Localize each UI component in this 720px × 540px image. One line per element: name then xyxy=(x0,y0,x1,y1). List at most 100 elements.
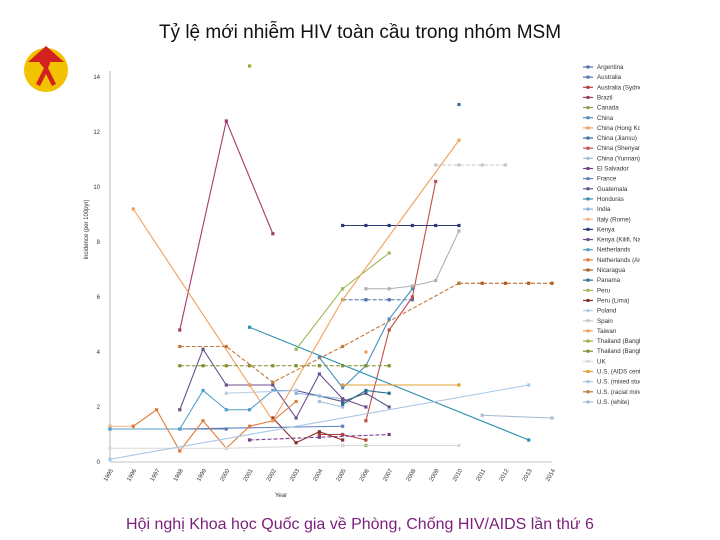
data-point xyxy=(178,344,182,349)
data-point xyxy=(550,281,554,285)
data-point xyxy=(503,163,508,167)
data-point xyxy=(201,388,205,393)
legend-marker xyxy=(586,319,590,323)
data-point xyxy=(294,388,298,393)
data-point xyxy=(480,163,484,167)
data-point xyxy=(457,443,461,448)
legend-label: Poland xyxy=(597,308,617,315)
legend-label: UK xyxy=(597,358,606,365)
legend-label: China (Jiansu) xyxy=(597,135,637,142)
legend-label: Netherlands xyxy=(597,247,630,254)
legend-marker xyxy=(586,146,590,150)
series-line xyxy=(319,400,343,408)
legend-label: China (Shenyang, Liaoning) xyxy=(597,145,640,152)
data-point xyxy=(294,441,298,445)
y-tick-label: 8 xyxy=(97,240,101,246)
y-tick-label: 10 xyxy=(93,185,100,191)
data-point xyxy=(317,355,321,360)
legend-label: Guatemala xyxy=(597,186,628,193)
data-point xyxy=(201,347,205,351)
data-point xyxy=(457,102,461,107)
legend-marker xyxy=(586,238,590,242)
x-tick-label: 2005 xyxy=(336,468,348,483)
x-tick-label: 1998 xyxy=(173,468,185,483)
legend-label: Peru xyxy=(597,287,611,294)
x-tick-label: 2010 xyxy=(452,468,464,483)
conference-footer: Hội nghị Khoa học Quốc gia về Phòng, Chố… xyxy=(126,516,594,533)
legend-label: Thailand (Bangkok) xyxy=(597,348,640,355)
data-point xyxy=(317,364,321,368)
data-point xyxy=(364,223,368,228)
series-line xyxy=(249,326,529,441)
series-line xyxy=(110,444,459,449)
legend-label: Australia (Sydney) xyxy=(597,84,640,91)
legend-label: U.S. (white) xyxy=(597,399,629,406)
data-point xyxy=(271,232,275,236)
series-line xyxy=(226,389,297,394)
y-tick-label: 6 xyxy=(97,295,101,301)
legend-marker xyxy=(586,187,590,191)
legend-marker xyxy=(586,258,590,262)
x-tick-label: 2007 xyxy=(382,468,394,483)
data-point xyxy=(317,430,321,434)
data-point xyxy=(294,364,298,368)
legend-label: Kenya xyxy=(597,226,615,233)
x-tick-label: 2011 xyxy=(476,468,488,483)
legend-marker xyxy=(586,136,590,140)
data-point xyxy=(341,364,345,368)
x-tick-label: 1996 xyxy=(126,468,138,483)
data-point xyxy=(434,223,438,228)
page-title: Tỷ lệ mới nhiễm HIV toàn cầu trong nhóm … xyxy=(158,22,562,43)
legend-label: France xyxy=(597,176,617,183)
data-point xyxy=(364,350,368,354)
data-point xyxy=(224,427,228,431)
legend-marker xyxy=(586,380,590,384)
legend-label: Peru (Lima) xyxy=(597,297,629,304)
data-point xyxy=(224,364,228,368)
data-point xyxy=(224,391,228,395)
legend-label: El Salvador xyxy=(597,166,629,173)
legend-marker xyxy=(586,278,590,282)
legend-label: U.S. (racial minorities) xyxy=(597,389,640,396)
data-point xyxy=(178,427,182,431)
legend-marker xyxy=(586,309,590,313)
x-tick-label: 1999 xyxy=(196,468,208,483)
data-point xyxy=(108,446,112,450)
legend-label: China (Yunnan) xyxy=(597,155,640,162)
legend-marker xyxy=(586,268,590,272)
legend-label: Argentina xyxy=(597,64,624,71)
data-point xyxy=(457,383,461,387)
data-point xyxy=(131,207,135,211)
y-tick-label: 14 xyxy=(93,75,100,81)
data-point xyxy=(247,383,252,387)
data-point xyxy=(317,435,321,439)
data-point xyxy=(410,284,415,288)
data-point xyxy=(410,287,415,291)
legend-label: China (Hong Kong) xyxy=(597,125,640,132)
data-point xyxy=(294,416,298,420)
legend-marker xyxy=(586,167,590,170)
data-point xyxy=(294,391,298,395)
data-point xyxy=(247,424,252,428)
data-point xyxy=(527,281,531,285)
legend-label: Nicaragua xyxy=(597,267,626,274)
data-point xyxy=(341,287,345,291)
x-tick-label: 2002 xyxy=(266,468,278,483)
data-point xyxy=(457,223,461,228)
series-line xyxy=(132,401,297,452)
legend-label: Thailand (Bangkok) xyxy=(597,338,640,345)
legend-marker xyxy=(586,65,590,69)
data-point xyxy=(387,251,391,255)
x-tick-label: 2013 xyxy=(522,468,534,483)
data-point xyxy=(410,223,415,228)
data-point xyxy=(271,364,275,368)
data-point xyxy=(387,317,391,321)
data-point xyxy=(387,391,391,395)
data-point xyxy=(364,419,368,423)
legend-marker xyxy=(586,248,590,252)
legend-label: Brazil xyxy=(597,94,612,101)
y-tick-label: 2 xyxy=(97,405,101,411)
data-point xyxy=(341,223,345,228)
data-point xyxy=(387,298,391,302)
data-point xyxy=(364,438,368,442)
